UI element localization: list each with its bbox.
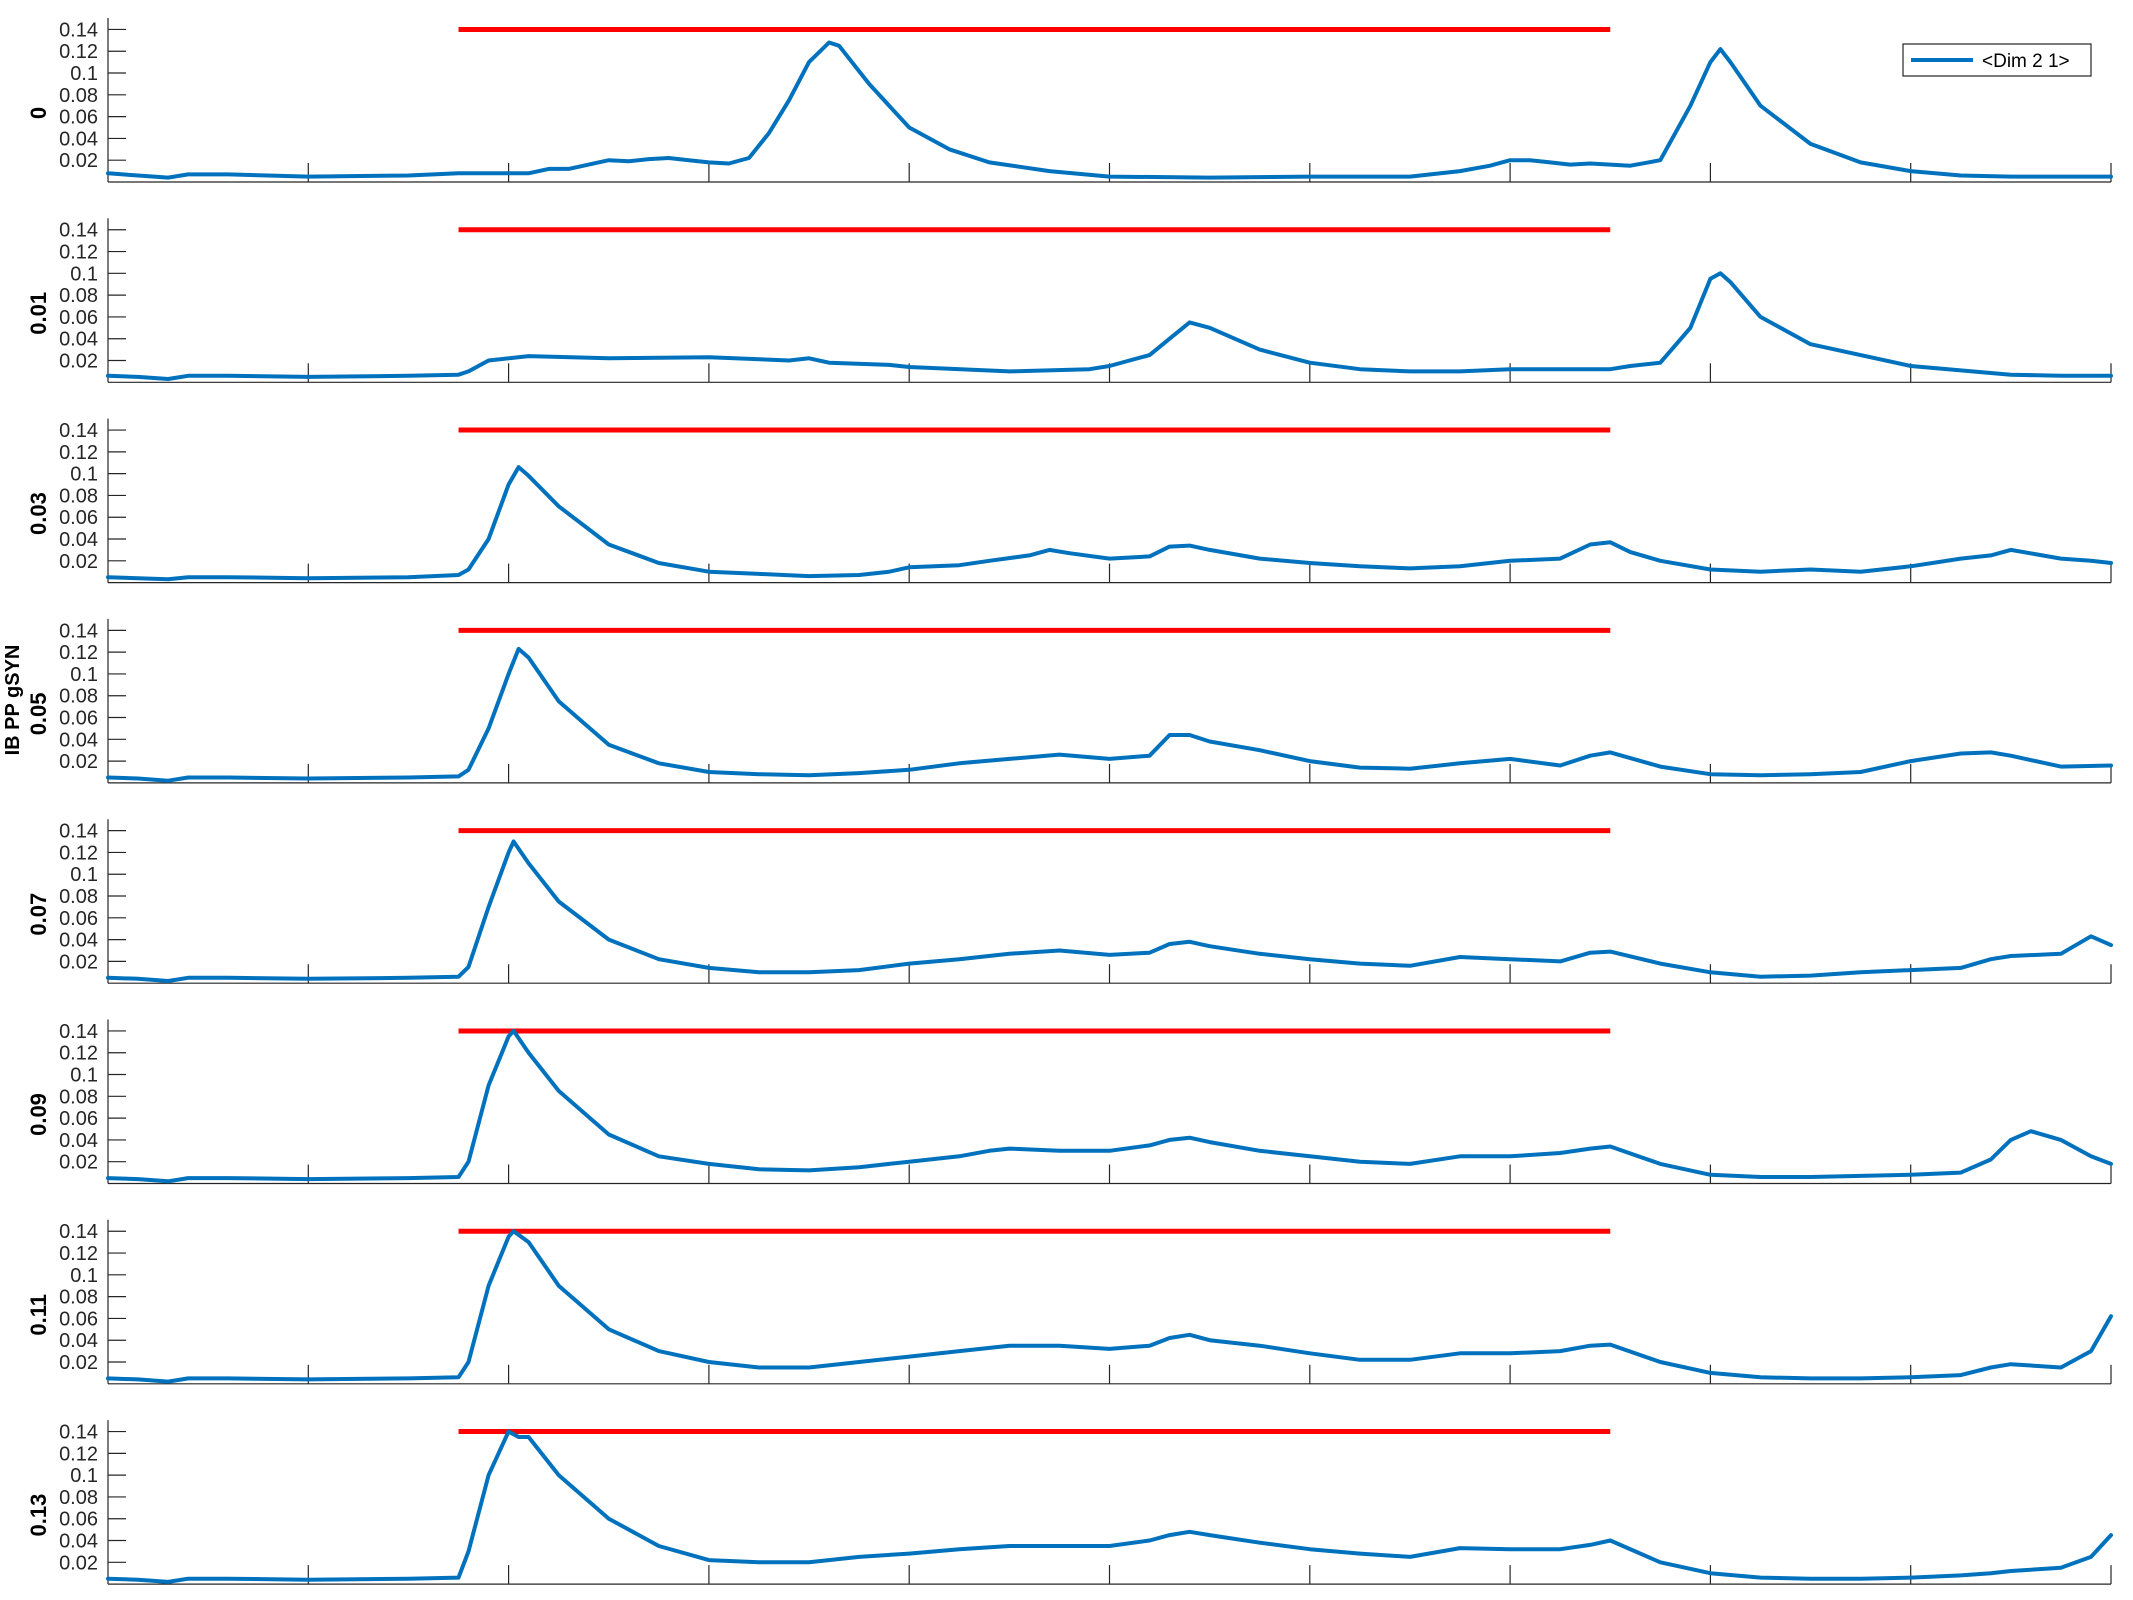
y-tick-label: 0.12 xyxy=(59,1243,98,1265)
y-tick-label: 0.06 xyxy=(59,107,98,129)
y-tick-label: 0.08 xyxy=(59,886,98,908)
y-tick-label: 0.02 xyxy=(59,1352,98,1374)
y-tick-label: 0.06 xyxy=(59,1509,98,1531)
y-tick-label: 0.12 xyxy=(59,1043,98,1065)
y-tick-label: 0.1 xyxy=(70,263,98,285)
panel-row-label: 0.11 xyxy=(26,1294,51,1336)
panel-row-label: 0.03 xyxy=(26,492,51,535)
y-tick-label: 0.06 xyxy=(59,1308,98,1330)
y-tick-label: 0.02 xyxy=(59,150,98,172)
y-tick-label: 0.1 xyxy=(70,1265,98,1287)
panel-row-label: 0 xyxy=(26,107,51,119)
panels: 0.020.040.060.080.10.120.1400.020.040.06… xyxy=(26,18,2113,1585)
y-tick-label: 0.1 xyxy=(70,63,98,85)
y-tick-label: 0.1 xyxy=(70,864,98,886)
panel-6: 0.020.040.060.080.10.120.14 0.11 xyxy=(26,1219,2113,1385)
y-tick-label: 0.06 xyxy=(59,708,98,730)
y-tick-label: 0.14 xyxy=(59,19,98,41)
x-tick-label: 1000 xyxy=(1087,1597,1132,1600)
x-tick-label: 1800 xyxy=(1888,1597,1933,1600)
y-tick-label: 0.14 xyxy=(59,1422,98,1444)
panel-row-label: 0.13 xyxy=(26,1494,51,1537)
series-line xyxy=(106,1028,2113,1184)
x-tick-label: 200 xyxy=(292,1597,325,1600)
y-tick-label: 0.1 xyxy=(70,464,98,486)
panel-7: 0.020.040.060.080.10.120.14 0.13 xyxy=(26,1420,2113,1585)
panel-row-label: 0.01 xyxy=(26,292,51,335)
y-tick-label: 0.14 xyxy=(59,220,98,242)
y-tick-label: 0.1 xyxy=(70,1065,98,1087)
y-tick-label: 0.1 xyxy=(70,1465,98,1487)
series-line xyxy=(106,1229,2113,1384)
y-axis-label: IB PP gSYN xyxy=(2,645,24,756)
x-tick-label: 400 xyxy=(492,1597,525,1600)
x-tick-label: 800 xyxy=(893,1597,926,1600)
y-tick-label: 0.08 xyxy=(59,85,98,107)
y-tick-label: 0.14 xyxy=(59,620,98,642)
y-tick-label: 0.06 xyxy=(59,908,98,930)
y-tick-label: 0.02 xyxy=(59,1152,98,1174)
y-tick-label: 0.08 xyxy=(59,686,98,708)
y-tick-label: 0.02 xyxy=(59,951,98,973)
y-tick-label: 0.04 xyxy=(59,1330,98,1352)
y-tick-label: 0.08 xyxy=(59,1287,98,1309)
y-tick-label: 0.14 xyxy=(59,1221,98,1243)
y-tick-label: 0.04 xyxy=(59,128,98,150)
y-tick-label: 0.02 xyxy=(59,351,98,373)
y-tick-label: 0.06 xyxy=(59,307,98,329)
y-tick-label: 0.08 xyxy=(59,485,98,507)
series-line xyxy=(106,40,2113,180)
panel-5: 0.020.040.060.080.10.120.14 0.09 xyxy=(26,1019,2113,1185)
x-tick-label: 1200 xyxy=(1288,1597,1333,1600)
y-tick-label: 0.12 xyxy=(59,442,98,464)
y-tick-label: 0.08 xyxy=(59,285,98,307)
panel-1: 0.020.040.060.080.10.120.14 0.01 xyxy=(26,218,2113,383)
x-tick-label: 600 xyxy=(692,1597,725,1600)
panel-0: 0.020.040.060.080.10.120.14 0 xyxy=(26,18,2113,183)
panel-row-label: 0.09 xyxy=(26,1093,51,1136)
y-tick-label: 0.14 xyxy=(59,420,98,442)
legend: <Dim 2 1> xyxy=(1902,43,2092,77)
series-line xyxy=(106,271,2113,381)
y-tick-label: 0.06 xyxy=(59,507,98,529)
y-tick-label: 0.12 xyxy=(59,1443,98,1465)
y-tick-label: 0.02 xyxy=(59,751,98,773)
x-tick-label: 2000 xyxy=(2089,1597,2133,1600)
y-tick-label: 0.04 xyxy=(59,1531,98,1553)
y-tick-label: 0.04 xyxy=(59,529,98,551)
y-tick-label: 0.12 xyxy=(59,842,98,864)
series-line xyxy=(106,465,2113,582)
y-tick-label: 0.14 xyxy=(59,821,98,843)
y-tick-label: 0.04 xyxy=(59,930,98,952)
y-tick-label: 0.02 xyxy=(59,551,98,573)
y-tick-label: 0.08 xyxy=(59,1086,98,1108)
y-tick-label: 0.08 xyxy=(59,1487,98,1509)
legend-label: <Dim 2 1> xyxy=(1982,51,2070,72)
y-tick-label: 0.12 xyxy=(59,642,98,664)
y-tick-label: 0.12 xyxy=(59,242,98,264)
y-tick-label: 0.12 xyxy=(59,41,98,63)
panel-row-label: 0.05 xyxy=(26,692,51,735)
y-tick-label: 0.04 xyxy=(59,329,98,351)
y-tick-label: 0.04 xyxy=(59,1130,98,1152)
x-tick-label: 0 xyxy=(102,1597,113,1600)
series-line xyxy=(106,646,2113,783)
y-tick-label: 0.04 xyxy=(59,729,98,751)
y-tick-label: 0.06 xyxy=(59,1108,98,1130)
panel-4: 0.020.040.060.080.10.120.14 0.07 xyxy=(26,819,2113,984)
panel-2: 0.020.040.060.080.10.120.14 0.03 xyxy=(26,418,2113,584)
y-tick-label: 0.14 xyxy=(59,1021,98,1043)
series-line xyxy=(106,1429,2113,1584)
y-tick-label: 0.1 xyxy=(70,664,98,686)
panel-row-label: 0.07 xyxy=(26,893,51,936)
series-line xyxy=(106,839,2113,983)
x-tick-label: 1600 xyxy=(1688,1597,1733,1600)
y-tick-label: 0.02 xyxy=(59,1552,98,1574)
panel-3: 0.020.040.060.080.10.120.14 0.05 xyxy=(26,618,2113,784)
